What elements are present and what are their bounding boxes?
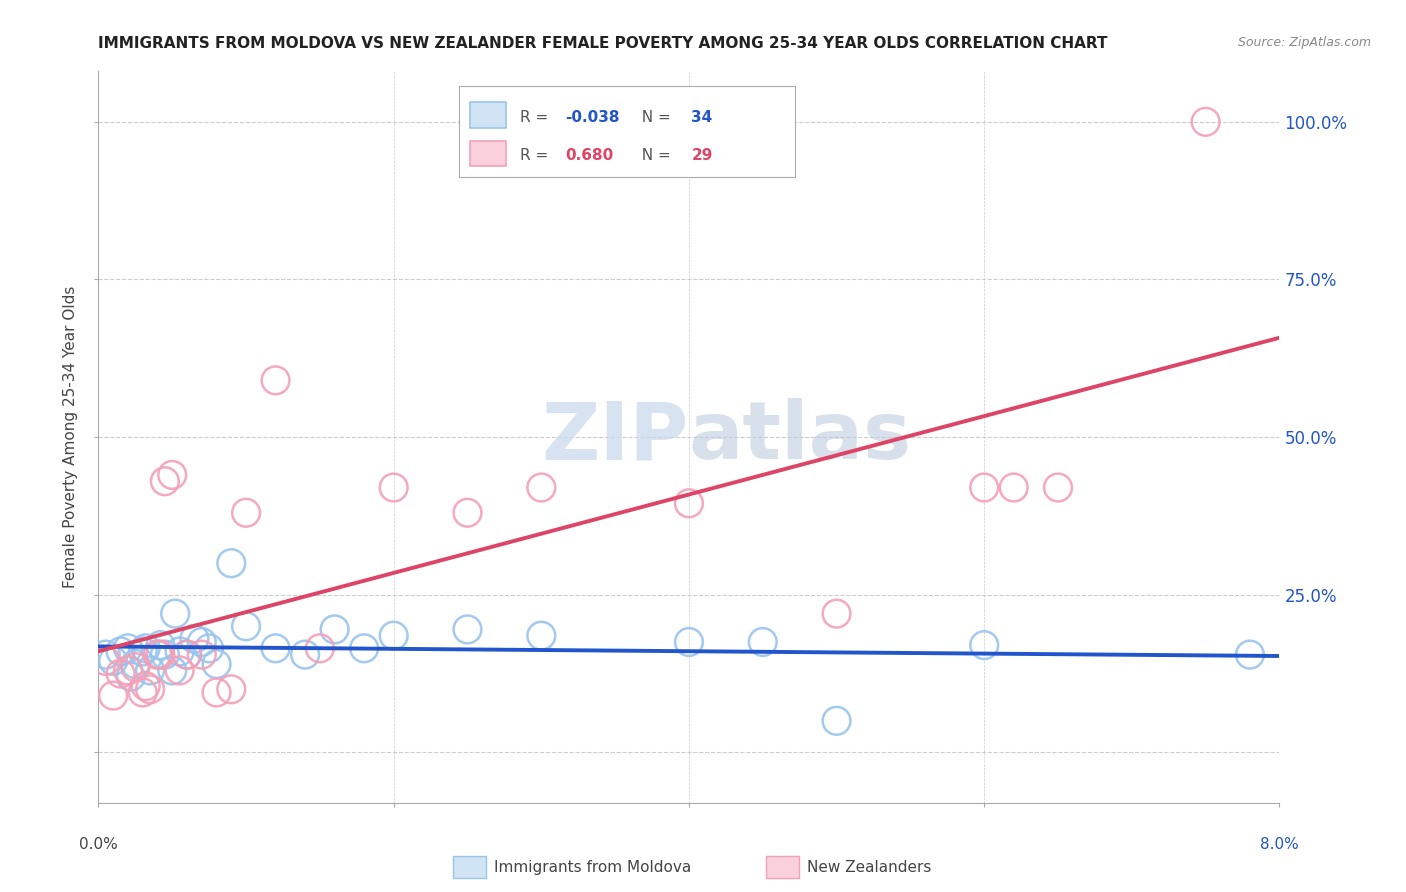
Point	[456, 506, 478, 520]
FancyBboxPatch shape	[471, 102, 506, 128]
Text: atlas: atlas	[689, 398, 912, 476]
Point	[176, 648, 198, 662]
Text: 8.0%: 8.0%	[1260, 838, 1299, 853]
FancyBboxPatch shape	[458, 86, 796, 178]
Point	[530, 481, 553, 495]
Point	[94, 654, 117, 668]
Point	[117, 641, 139, 656]
Point	[323, 623, 346, 637]
Point	[103, 689, 125, 703]
Point	[176, 648, 198, 662]
Point	[1046, 481, 1069, 495]
Text: 0.0%: 0.0%	[79, 838, 118, 853]
Point	[153, 474, 176, 488]
FancyBboxPatch shape	[766, 856, 799, 878]
Text: N =: N =	[633, 148, 676, 163]
Point	[294, 648, 316, 662]
Point	[205, 685, 228, 699]
Point	[110, 644, 132, 658]
Text: -0.038: -0.038	[565, 110, 620, 125]
Point	[139, 664, 162, 678]
Point	[132, 685, 155, 699]
Point	[825, 607, 848, 621]
Text: 34: 34	[692, 110, 713, 125]
FancyBboxPatch shape	[453, 856, 486, 878]
Point	[135, 679, 157, 693]
Text: 29: 29	[692, 148, 713, 163]
Point	[94, 648, 117, 662]
Text: R =: R =	[520, 110, 553, 125]
Point	[146, 648, 169, 662]
Point	[191, 635, 214, 649]
Point	[973, 638, 995, 652]
Point	[124, 660, 146, 674]
Point	[169, 664, 191, 678]
Point	[139, 682, 162, 697]
Point	[219, 556, 242, 570]
Point	[117, 664, 139, 678]
Point	[530, 629, 553, 643]
Point	[353, 641, 375, 656]
Point	[169, 644, 191, 658]
Point	[219, 682, 242, 697]
Y-axis label: Female Poverty Among 25-34 Year Olds: Female Poverty Among 25-34 Year Olds	[63, 286, 79, 588]
Point	[205, 657, 228, 671]
Point	[191, 648, 214, 662]
Point	[120, 670, 142, 684]
Point	[124, 657, 146, 671]
Point	[825, 714, 848, 728]
FancyBboxPatch shape	[471, 141, 506, 167]
Point	[264, 373, 287, 387]
Text: IMMIGRANTS FROM MOLDOVA VS NEW ZEALANDER FEMALE POVERTY AMONG 25-34 YEAR OLDS CO: IMMIGRANTS FROM MOLDOVA VS NEW ZEALANDER…	[98, 36, 1108, 51]
Text: ZIP: ZIP	[541, 398, 689, 476]
Text: R =: R =	[520, 148, 558, 163]
Point	[198, 641, 221, 656]
Point	[135, 641, 157, 656]
Point	[103, 654, 125, 668]
Text: New Zealanders: New Zealanders	[807, 860, 931, 875]
Point	[1194, 115, 1216, 129]
Point	[1239, 648, 1261, 662]
Point	[183, 632, 205, 646]
Point	[162, 467, 183, 482]
Point	[456, 623, 478, 637]
Point	[149, 648, 172, 662]
Point	[382, 481, 405, 495]
Point	[264, 641, 287, 656]
Point	[165, 607, 187, 621]
Point	[162, 664, 183, 678]
Point	[1002, 481, 1025, 495]
Text: N =: N =	[633, 110, 676, 125]
Point	[308, 641, 332, 656]
Point	[132, 644, 155, 658]
Point	[382, 629, 405, 643]
Point	[110, 666, 132, 681]
Point	[751, 635, 773, 649]
Point	[678, 496, 700, 510]
Point	[146, 648, 169, 662]
Point	[153, 648, 176, 662]
Point	[973, 481, 995, 495]
Point	[235, 619, 257, 633]
Text: Immigrants from Moldova: Immigrants from Moldova	[494, 860, 692, 875]
Text: 0.680: 0.680	[565, 148, 613, 163]
Point	[678, 635, 700, 649]
Point	[149, 638, 172, 652]
Text: Source: ZipAtlas.com: Source: ZipAtlas.com	[1237, 36, 1371, 49]
Point	[235, 506, 257, 520]
